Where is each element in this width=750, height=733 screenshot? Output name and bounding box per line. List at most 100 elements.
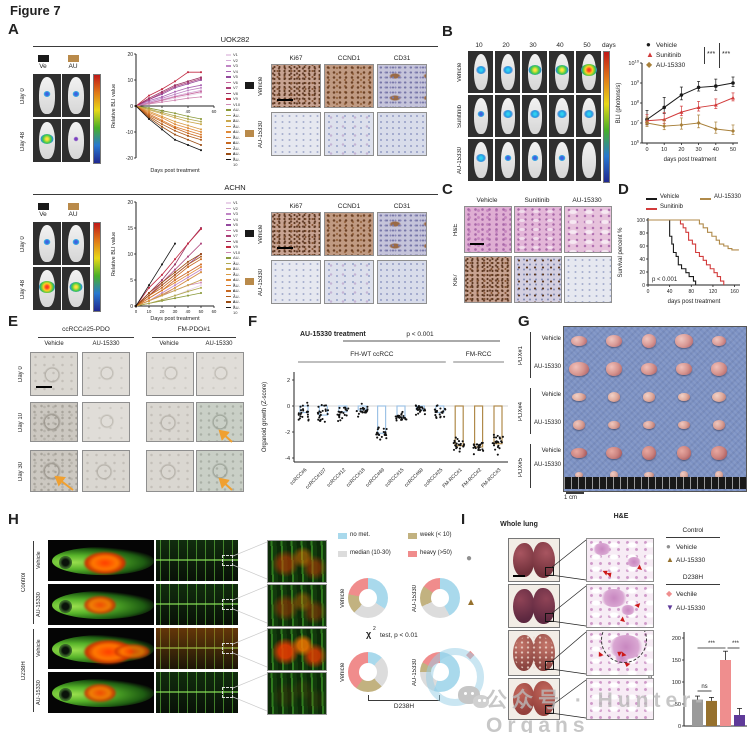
c-ki67-1 [514,256,562,303]
control-vehicle-marker-icon: ● [466,553,473,564]
svg-text:***: *** [732,641,740,647]
svg-text:AU-15330 treatment: AU-15330 treatment [300,331,366,338]
mouse-b-r0-c1 [495,51,520,93]
ihc-scale-bar [277,99,293,101]
panel-label-b: B [442,23,453,40]
donut-label-4: AU-15330 [412,658,418,686]
svg-text:106: 106 [631,139,640,148]
panel-label-i: I [461,511,466,528]
svg-text:FM-RCC#3: FM-RCC#3 [480,467,502,489]
h-row-1: Vehicle [36,551,42,570]
legend-marker [226,109,231,111]
legend-marker [226,153,231,155]
day48-row-label: Day 48 [20,279,26,299]
e-row-day0: Day 0 [18,366,24,382]
h-group-bracket [33,629,34,712]
i-legend-vehicle: Vehicle [676,544,697,551]
panel-label-h: H [8,511,19,528]
svg-text:10: 10 [127,78,133,84]
days-suffix: days [602,42,616,49]
svg-text:5: 5 [130,278,133,284]
lung-he-r0 [586,538,654,582]
tumor-r0-c4 [712,335,726,347]
svg-text:0: 0 [287,404,290,410]
legend-marker [226,251,231,254]
legend-label: AU-9 [233,151,240,161]
inset-streaks [268,541,326,582]
week-swatch [408,533,417,539]
bli-signal [477,111,484,118]
legend-label: AU-1 [233,255,240,265]
zebrafish-head-r3 [48,672,154,713]
watermark-ring [426,648,484,706]
organoid-r1-c3 [196,402,244,442]
tumor-r5-c2 [644,471,654,479]
day48-row-label: Day 48 [20,131,26,151]
sunitinib-marker-icon: ▲ [646,50,654,59]
g-row-6: AU-15330 [534,462,562,468]
svg-text:80: 80 [639,231,645,237]
ihc-row-vehicle: Vehicle [258,224,264,244]
tumor-r4-c2 [642,446,656,460]
legend-marker [226,268,231,270]
svg-text:30: 30 [696,147,702,153]
h-group-d238h: D238H [21,661,27,680]
donut-hole [359,663,377,681]
legend-marker [226,59,231,62]
svg-text:109: 109 [631,79,640,88]
luminescence-colorbar [93,222,101,312]
zebrafish-inset-r1 [267,584,327,627]
svg-text:20: 20 [678,147,684,153]
legend-median: median (10-30) [350,550,391,556]
inset-box [222,599,233,610]
tumor-r1-c2 [640,363,658,375]
ihc-au-1-block1 [324,260,374,304]
bli-signal [580,64,597,77]
legend-marker [226,229,231,232]
legend-marker [226,246,231,248]
tail-spine [156,558,238,561]
mouse-b-r2-c4 [576,139,601,181]
row-sunitinib: Sunitinib [457,104,463,128]
e-col-vehicle-2: Vehicle [159,341,179,347]
day-col-50: 50 [583,42,591,49]
svg-text:10: 10 [127,252,133,258]
c-col-vehicle: Vehicle [476,197,498,204]
fish-eye [58,643,72,657]
organoid-r1-c0 [30,402,78,442]
legend-heavy: heavy (>50) [420,550,452,556]
legend-marker [226,114,231,117]
mouse-b-r1-c4 [576,95,601,137]
svg-text:-20: -20 [126,156,133,162]
e-row-day10: Day 10 [18,412,24,432]
panel-label-e: E [8,313,19,330]
fish-eye [58,555,72,569]
tumor-r4-c1 [606,446,622,460]
legend-label: AU-9 [233,299,240,309]
svg-text:0: 0 [678,724,681,730]
organoid-r0-c2 [146,352,194,396]
svg-text:40: 40 [639,257,645,263]
svg-text:50: 50 [675,702,681,708]
i-legend-d238h: D238H [682,574,704,581]
lung-lobe-right [533,681,555,716]
lung-lobe-left [513,683,534,715]
legend-week: week (< 10) [420,532,452,538]
c-col-au: AU-15330 [572,197,602,204]
vehicle-swatch [245,82,254,89]
d-legend-au: AU-15330 [714,194,742,200]
svg-text:ccRCC#6: ccRCC#6 [289,467,309,487]
i-legend-au-d238h: AU-15330 [676,605,706,612]
mouse-b-r1-c3 [549,95,574,137]
svg-text:1010: 1010 [628,59,639,68]
survival-chart: 0 20 40 60 80 100 0 40 80 120 160 p < 0.001 Survival… [618,218,740,305]
bli-signal [73,136,79,142]
legend-label: AU-1 [233,107,240,117]
luminescence-colorbar [93,74,101,164]
ihc-au-1-block0 [324,112,374,156]
tumor-r5-c0 [574,471,584,479]
legend-marker [226,81,231,84]
panel-label-a: A [8,21,19,38]
svg-text:FH-WT ccRCC: FH-WT ccRCC [350,351,394,358]
legend-label: AU-5 [233,277,240,287]
